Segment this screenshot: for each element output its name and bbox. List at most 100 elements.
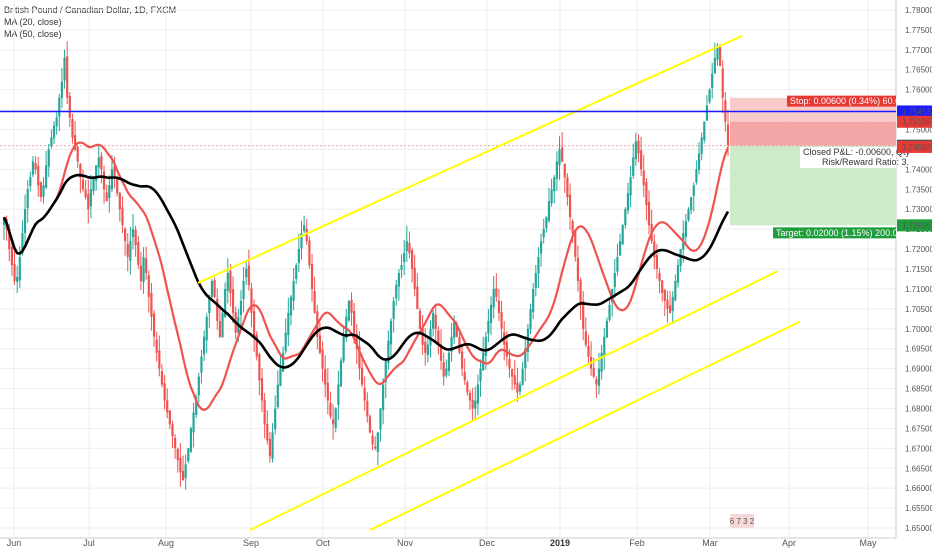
x-tick-label: Dec bbox=[479, 538, 496, 548]
candle bbox=[676, 265, 680, 283]
candle bbox=[150, 292, 153, 317]
candle bbox=[105, 192, 108, 202]
candle bbox=[68, 95, 71, 118]
price-tag-target-box bbox=[897, 219, 932, 232]
candle bbox=[395, 284, 398, 299]
candle bbox=[166, 400, 169, 413]
candle bbox=[289, 296, 293, 316]
candle bbox=[484, 336, 487, 356]
candle bbox=[195, 396, 198, 415]
candle bbox=[231, 289, 235, 313]
candle bbox=[387, 340, 390, 364]
candle bbox=[658, 272, 661, 281]
candle bbox=[597, 368, 601, 386]
candle bbox=[445, 368, 448, 376]
candle bbox=[434, 314, 437, 329]
candle bbox=[487, 320, 490, 334]
candle bbox=[537, 257, 540, 274]
y-tick-label: 1.66000 bbox=[905, 484, 932, 493]
candle bbox=[279, 368, 282, 387]
candle bbox=[113, 165, 116, 178]
candle bbox=[371, 435, 374, 445]
candle bbox=[671, 296, 674, 311]
candle bbox=[174, 438, 177, 449]
y-tick-label: 1.77000 bbox=[905, 46, 932, 55]
candle bbox=[358, 346, 361, 369]
candle bbox=[202, 336, 206, 355]
x-tick-label: Jun bbox=[7, 538, 22, 548]
candle bbox=[526, 328, 530, 353]
ma50-line bbox=[2, 173, 730, 369]
candle bbox=[621, 225, 624, 245]
candle bbox=[547, 201, 551, 221]
y-tick-label: 1.78000 bbox=[905, 6, 932, 15]
candle bbox=[131, 229, 135, 238]
candle bbox=[287, 312, 290, 336]
candle bbox=[450, 336, 453, 352]
stop-label: Stop: 0.00600 (0.34%) 60.0, 6 bbox=[790, 96, 910, 106]
candle bbox=[632, 157, 635, 176]
candle bbox=[142, 257, 145, 283]
y-tick-label: 1.67000 bbox=[905, 444, 932, 453]
price-tag-short-box bbox=[897, 140, 932, 153]
candle bbox=[197, 376, 200, 396]
candle bbox=[705, 105, 709, 121]
candle bbox=[305, 228, 308, 242]
candle bbox=[334, 408, 337, 428]
x-tick-label: Apr bbox=[782, 538, 796, 548]
candle bbox=[508, 358, 511, 369]
candle bbox=[542, 229, 545, 238]
candle bbox=[661, 280, 664, 293]
candle bbox=[179, 457, 182, 473]
candle bbox=[463, 371, 466, 381]
candle bbox=[505, 341, 508, 357]
candle bbox=[553, 177, 556, 192]
y-tick-label: 1.68000 bbox=[905, 404, 932, 413]
candle bbox=[703, 121, 706, 140]
candle bbox=[308, 240, 311, 266]
x-tick-label: Feb bbox=[629, 538, 645, 548]
candle bbox=[634, 141, 637, 160]
candle bbox=[726, 124, 730, 146]
y-tick-label: 1.70000 bbox=[905, 325, 932, 334]
candle bbox=[645, 181, 648, 206]
candle bbox=[455, 323, 458, 337]
x-tick-label: Jul bbox=[83, 538, 95, 548]
candle bbox=[263, 400, 266, 425]
candle bbox=[300, 233, 303, 249]
candle bbox=[663, 289, 666, 301]
candle bbox=[321, 349, 324, 369]
candle bbox=[379, 408, 382, 430]
y-tick-label: 1.68500 bbox=[905, 385, 932, 394]
candle bbox=[600, 352, 603, 372]
candle bbox=[81, 179, 85, 190]
closed-pnl-label: Closed P&L: -0.00600, Qty bbox=[803, 147, 911, 157]
candle bbox=[708, 89, 711, 103]
candle bbox=[42, 185, 45, 197]
candle bbox=[274, 408, 277, 430]
x-tick-label: 2019 bbox=[550, 538, 570, 548]
closed-pnl-box bbox=[800, 147, 896, 169]
candle bbox=[271, 432, 274, 459]
candle bbox=[339, 360, 343, 387]
candle bbox=[21, 233, 24, 254]
candle bbox=[250, 288, 253, 313]
candle bbox=[350, 299, 353, 313]
candle bbox=[668, 305, 672, 313]
candle bbox=[695, 169, 698, 183]
price-tag-entry-box bbox=[897, 115, 932, 128]
candle bbox=[268, 438, 272, 457]
candle bbox=[418, 310, 422, 329]
y-tick-label: 1.73000 bbox=[905, 205, 932, 214]
candle bbox=[295, 265, 298, 279]
y-tick-label: 1.77500 bbox=[905, 26, 932, 35]
candle bbox=[84, 189, 87, 198]
candle bbox=[447, 352, 451, 371]
candle bbox=[281, 352, 285, 372]
candle bbox=[108, 185, 111, 198]
candle bbox=[368, 416, 372, 433]
candle bbox=[568, 194, 572, 218]
candle bbox=[134, 229, 137, 246]
candle bbox=[687, 209, 690, 221]
